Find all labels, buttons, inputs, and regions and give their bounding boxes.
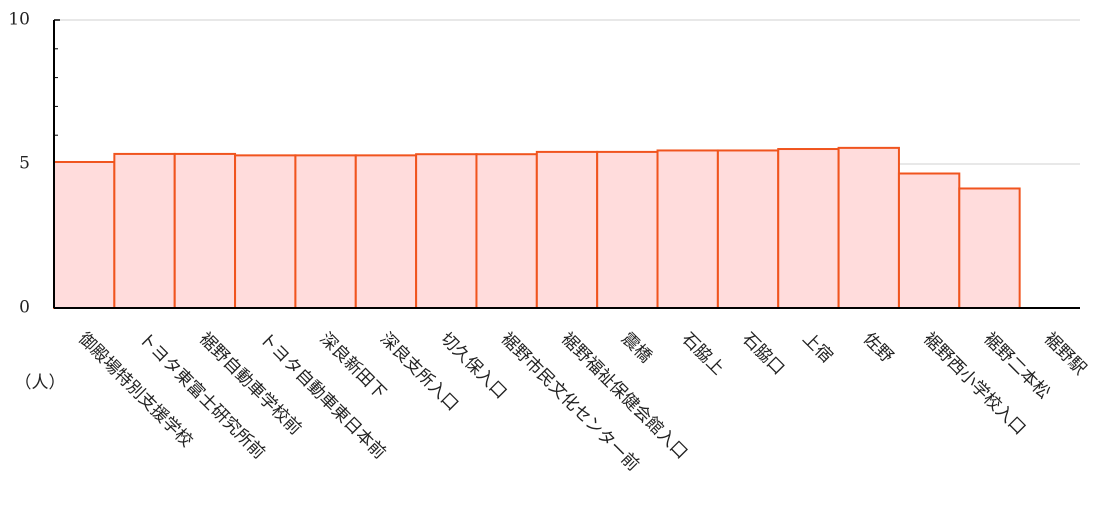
y-tick-label: 0 <box>19 298 30 318</box>
x-tick-label: 佐野 <box>859 329 897 367</box>
x-tick-label: 石脇上 <box>678 329 728 379</box>
bar <box>958 187 1021 309</box>
x-tick-label: 裾野自動車学校前 <box>195 329 305 439</box>
bar <box>294 154 357 309</box>
bar <box>234 154 297 309</box>
bar <box>837 146 900 309</box>
bar <box>716 149 780 309</box>
x-tick-label: 裾野駅 <box>1040 329 1090 379</box>
bar <box>777 148 840 309</box>
unit-label: （人） <box>15 373 66 393</box>
y-tick-label: 10 <box>8 10 30 30</box>
bar <box>535 150 599 309</box>
bar <box>113 152 176 309</box>
bar <box>53 160 116 309</box>
x-tick-label: 裾野西小学校入口 <box>919 329 1029 439</box>
bar <box>897 172 961 309</box>
bar <box>596 150 659 309</box>
x-tick-label: 震橋 <box>617 329 655 367</box>
x-tick-label: 御殿場特別支援学校 <box>74 329 196 451</box>
bar <box>656 149 719 309</box>
bar <box>354 154 418 309</box>
x-tick-label: 石脇口 <box>738 329 788 379</box>
x-tick-label: 上宿 <box>798 329 836 367</box>
bar <box>475 153 538 309</box>
bar <box>415 153 478 309</box>
y-tick-label: 5 <box>19 154 30 174</box>
bar <box>173 152 237 309</box>
